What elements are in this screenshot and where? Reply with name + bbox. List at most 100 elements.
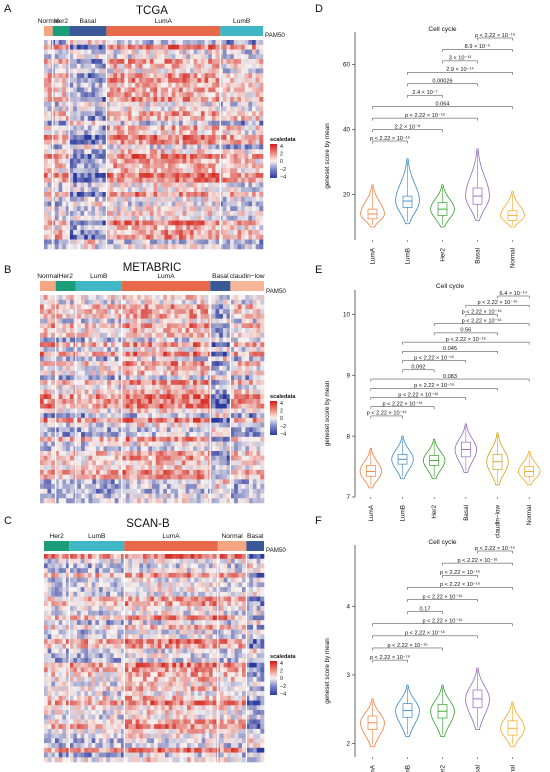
- heat-cell: [204, 479, 209, 485]
- heat-cell: [54, 347, 59, 353]
- heat-cell: [149, 120, 154, 126]
- heat-cell: [200, 73, 205, 79]
- heat-cell: [58, 111, 63, 117]
- heat-cell: [122, 446, 127, 452]
- heat-cell: [181, 446, 186, 452]
- heat-cell: [164, 125, 169, 131]
- heat-cell: [125, 332, 130, 338]
- heat-cell: [230, 101, 235, 107]
- heat-cell: [219, 295, 224, 301]
- heat-cell: [80, 73, 85, 79]
- heat-cell: [135, 225, 140, 231]
- heat-cell: [182, 144, 187, 150]
- heat-cell: [114, 417, 119, 423]
- heat-cell: [125, 469, 130, 475]
- heat-cell: [211, 351, 216, 357]
- heat-cell: [155, 328, 160, 334]
- heat-cell: [106, 49, 110, 55]
- heat-cell: [171, 120, 176, 126]
- heat-cell: [196, 304, 201, 310]
- heat-cell: [73, 154, 78, 160]
- heat-cell: [181, 365, 186, 371]
- heat-cell: [47, 87, 52, 93]
- heat-cell: [81, 384, 86, 390]
- heat-cell: [99, 389, 104, 395]
- heat-cell: [137, 295, 142, 301]
- heat-cell: [65, 187, 70, 193]
- heat-cell: [204, 389, 209, 395]
- heat-cell: [114, 323, 119, 329]
- heat-cell: [118, 488, 123, 494]
- heat-cell: [87, 149, 92, 155]
- heat-cell: [208, 163, 213, 169]
- heat-cell: [122, 365, 127, 371]
- heat-cell: [163, 451, 168, 457]
- heat-cell: [95, 97, 100, 103]
- heat-cell: [91, 201, 96, 207]
- heat-cell: [181, 328, 186, 334]
- heat-cell: [129, 375, 134, 381]
- heat-cell: [51, 337, 56, 343]
- heat-cell: [138, 230, 143, 236]
- heat-cell: [44, 87, 48, 93]
- heat-cell: [43, 299, 48, 305]
- heat-cell: [230, 469, 235, 475]
- heat-cell: [84, 337, 89, 343]
- heat-cell: [113, 220, 118, 226]
- heat-cell: [168, 130, 173, 136]
- heat-cell: [234, 370, 239, 376]
- heat-cell: [98, 201, 103, 207]
- heat-cell: [76, 49, 81, 55]
- heat-cell: [120, 168, 125, 174]
- heat-cell: [234, 394, 239, 400]
- heat-cell: [98, 101, 103, 107]
- heat-cell: [95, 182, 100, 188]
- heat-cell: [148, 417, 153, 423]
- heat-cell: [43, 413, 48, 419]
- heat-cell: [230, 54, 235, 60]
- heat-cell: [159, 342, 164, 348]
- heat-cell: [159, 455, 164, 461]
- heat-cell: [185, 332, 190, 338]
- heat-cell: [44, 78, 48, 84]
- heat-cell: [117, 120, 121, 126]
- heat-cell: [98, 87, 103, 93]
- heat-cell: [170, 375, 175, 381]
- heat-cell: [144, 295, 149, 301]
- heat-cell: [248, 40, 253, 46]
- heat-cell: [95, 40, 100, 46]
- heat-cell: [109, 201, 114, 207]
- heat-cell: [174, 417, 179, 423]
- heat-cell: [65, 211, 70, 217]
- heat-cell: [144, 474, 149, 480]
- heat-cell: [241, 211, 246, 217]
- heat-cell: [196, 365, 201, 371]
- heat-cell: [159, 488, 164, 494]
- heat-cell: [193, 488, 198, 494]
- heat-cell: [185, 347, 190, 353]
- heat-cell: [91, 120, 96, 126]
- heat-cell: [152, 455, 157, 461]
- heat-cell: [102, 158, 107, 164]
- heat-cell: [133, 474, 138, 480]
- heat-cell: [168, 40, 173, 46]
- heat-cell: [237, 135, 242, 141]
- heat-cell: [47, 220, 52, 226]
- heat-cell: [117, 211, 121, 217]
- heat-cell: [211, 87, 216, 93]
- heat-cell: [80, 92, 85, 98]
- heat-cell: [88, 493, 93, 499]
- heat-cell: [204, 436, 209, 442]
- heat-cell: [131, 73, 136, 79]
- heat-cell: [204, 384, 209, 390]
- heat-cell: [248, 120, 253, 126]
- heat-cell: [233, 187, 238, 193]
- heat-cell: [58, 135, 63, 141]
- heat-cell: [51, 365, 56, 371]
- heat-cell: [166, 474, 171, 480]
- heat-cell: [122, 469, 127, 475]
- heat-cell: [175, 173, 180, 179]
- heat-cell: [99, 309, 104, 315]
- heat-cell: [175, 106, 180, 112]
- heat-cell: [92, 422, 97, 428]
